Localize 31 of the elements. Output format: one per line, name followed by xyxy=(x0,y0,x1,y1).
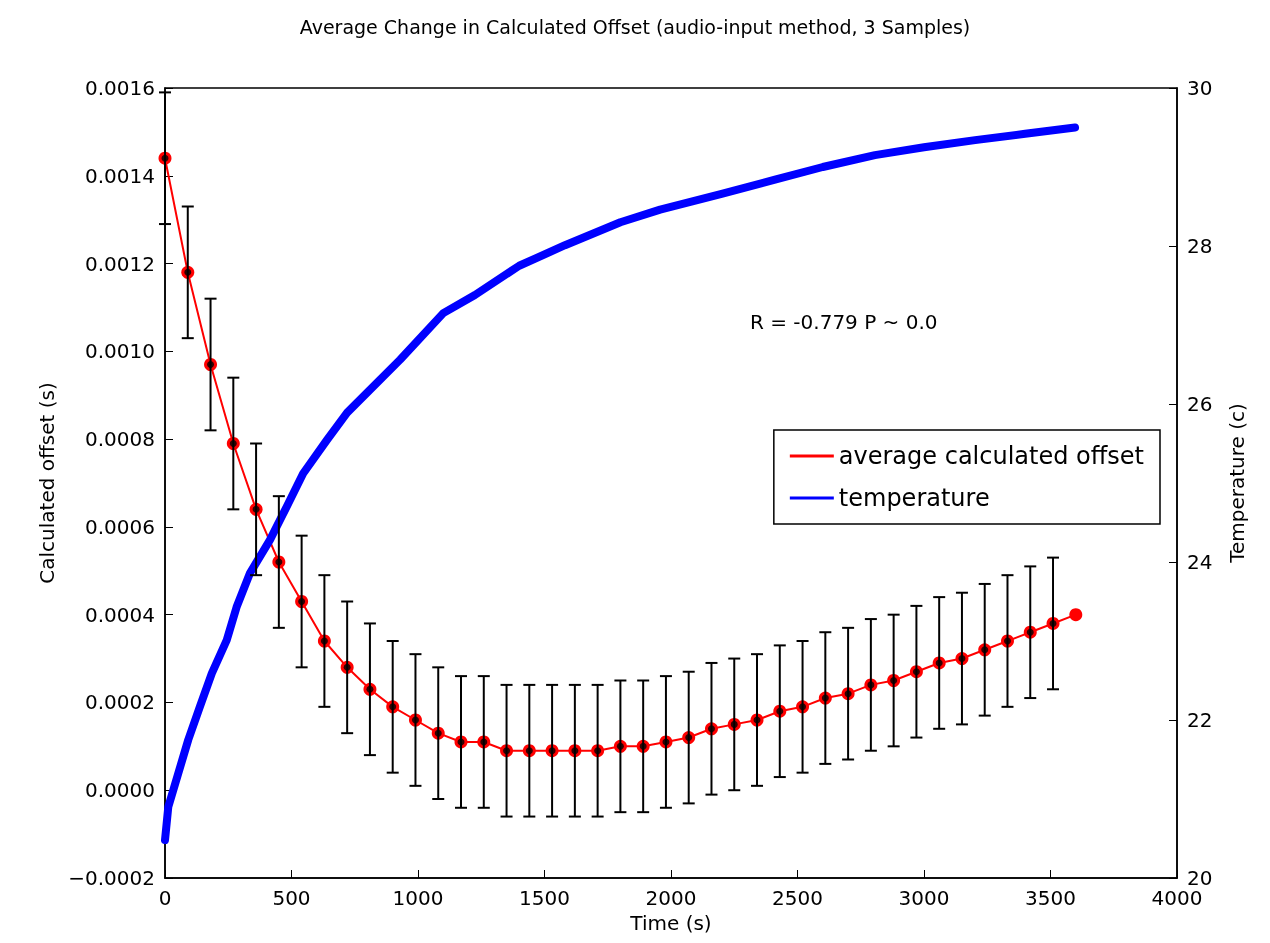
y2-tick-label: 26 xyxy=(1187,392,1213,416)
y-tick-label: −0.0002 xyxy=(68,866,155,890)
point xyxy=(1069,608,1083,622)
y-tick-label: 0.0010 xyxy=(85,339,155,364)
annotation: R = -0.779 P ~ 0.0 xyxy=(750,310,938,334)
y-tick-label: 0.0006 xyxy=(85,514,155,539)
y-tick-label: 0.0016 xyxy=(85,76,155,100)
x-axis-title: Time (s) xyxy=(629,910,712,935)
legend-label: average calculated offset xyxy=(838,442,1144,470)
x-tick-label: 3500 xyxy=(1025,886,1076,910)
chart-title: Average Change in Calculated Offset (audio-input method, 3 Samples) xyxy=(299,15,971,38)
x-tick-label: 1000 xyxy=(392,886,444,910)
y-tick-label: 0.0008 xyxy=(85,427,155,452)
x-tick-label: 0 xyxy=(158,886,172,910)
x-tick-label: 2500 xyxy=(772,886,823,910)
legend-label: temperature xyxy=(838,484,990,512)
x-tick-label: 2000 xyxy=(645,886,697,910)
x-tick-label: 500 xyxy=(272,886,311,910)
x-tick-label: 1500 xyxy=(519,886,570,910)
y-tick-label: 0.0002 xyxy=(85,690,155,715)
x-tick-label: 3000 xyxy=(898,886,950,910)
y-tick-label: 0.0000 xyxy=(85,778,155,803)
y2-tick-label: 24 xyxy=(1187,550,1213,574)
y2-tick-label: 22 xyxy=(1187,708,1213,732)
y2-tick-label: 28 xyxy=(1187,234,1213,258)
y2-axis-title: Temperature (c) xyxy=(1225,403,1249,564)
y-axis-title: Calculated offset (s) xyxy=(35,382,60,584)
y-tick-label: 0.0012 xyxy=(85,251,155,276)
y-tick-label: 0.0014 xyxy=(85,163,155,188)
y2-tick-label: 30 xyxy=(1187,76,1213,100)
y-tick-label: 0.0004 xyxy=(85,602,155,627)
